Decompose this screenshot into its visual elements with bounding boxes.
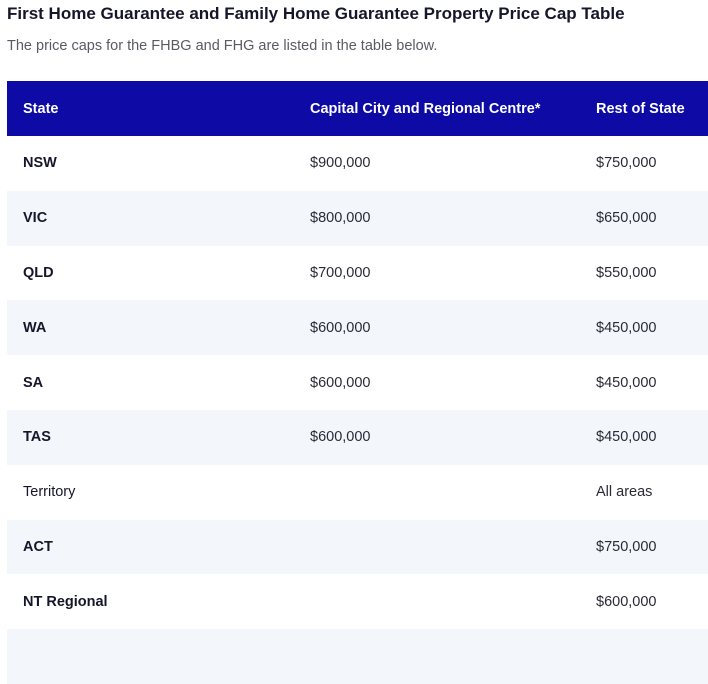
state-cell: ACT <box>23 538 53 555</box>
state-cell: NSW <box>23 155 57 172</box>
rest-of-state-cell: $750,000 <box>596 538 657 555</box>
rest-of-state-cell: $550,000 <box>596 264 657 281</box>
capital-city-cell: $600,000 <box>310 374 371 391</box>
page-title: First Home Guarantee and Family Home Gua… <box>7 4 625 23</box>
state-cell: Territory <box>23 484 76 501</box>
capital-city-cell: $600,000 <box>310 429 371 446</box>
state-cell: QLD <box>23 264 54 281</box>
table-row: Territory All areas <box>7 465 708 520</box>
table-row: SA $600,000 $450,000 <box>7 355 708 410</box>
table-row <box>7 629 708 684</box>
capital-city-cell: $800,000 <box>310 210 371 227</box>
rest-of-state-cell: All areas <box>596 484 653 501</box>
rest-of-state-cell: $650,000 <box>596 210 657 227</box>
table-row: NT Regional $600,000 <box>7 574 708 629</box>
state-cell: SA <box>23 374 44 391</box>
state-cell: TAS <box>23 429 51 446</box>
rest-of-state-cell: $450,000 <box>596 429 657 446</box>
header-rest-of-state: Rest of State <box>596 100 685 117</box>
table-row: VIC $800,000 $650,000 <box>7 190 708 246</box>
rest-of-state-cell: $600,000 <box>596 593 657 610</box>
rest-of-state-cell: $450,000 <box>596 319 657 336</box>
state-cell: VIC <box>23 210 48 227</box>
capital-city-cell: $700,000 <box>310 264 371 281</box>
price-cap-table: State Capital City and Regional Centre* … <box>7 81 708 684</box>
table-row: NSW $900,000 $750,000 <box>7 136 708 191</box>
table-row: QLD $700,000 $550,000 <box>7 246 708 301</box>
table-row: WA $600,000 $450,000 <box>7 300 708 356</box>
table-row: ACT $750,000 <box>7 519 708 575</box>
table-header-row: State Capital City and Regional Centre* … <box>7 81 708 136</box>
header-state: State <box>23 100 59 117</box>
header-capital-city: Capital City and Regional Centre* <box>310 100 541 117</box>
rest-of-state-cell: $450,000 <box>596 374 657 391</box>
page-subtitle: The price caps for the FHBG and FHG are … <box>7 38 438 54</box>
state-cell: NT Regional <box>23 593 108 610</box>
capital-city-cell: $900,000 <box>310 155 371 172</box>
capital-city-cell: $600,000 <box>310 319 371 336</box>
rest-of-state-cell: $750,000 <box>596 155 657 172</box>
state-cell: WA <box>23 319 47 336</box>
table-row: TAS $600,000 $450,000 <box>7 409 708 465</box>
